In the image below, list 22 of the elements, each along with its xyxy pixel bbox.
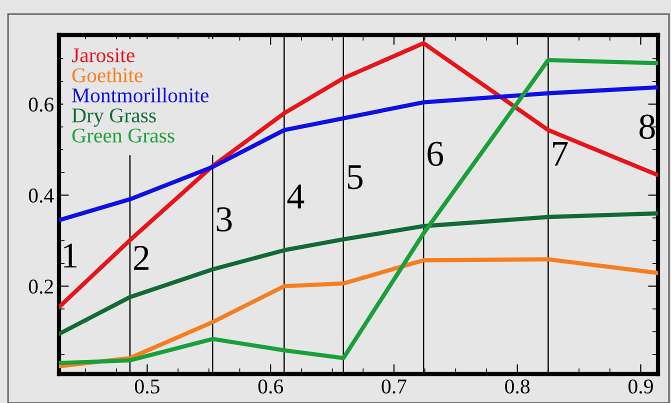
annotation: 2 bbox=[134, 246, 148, 270]
text: Goethite bbox=[72, 68, 143, 82]
annotation: 6 bbox=[428, 142, 444, 166]
annotation: 7 bbox=[553, 142, 568, 166]
text: Montmorillonite bbox=[72, 88, 209, 102]
y-tick-label: 0.6 bbox=[28, 98, 54, 112]
y-tick-label: 0.4 bbox=[28, 188, 54, 203]
annotation: 1 bbox=[64, 244, 77, 268]
annotation: 3 bbox=[216, 207, 232, 232]
x-tick-label: 0.5 bbox=[134, 379, 160, 394]
x-tick-label: 0.6 bbox=[258, 379, 283, 394]
y-tick-label: 0.2 bbox=[28, 280, 53, 294]
annotation: 4 bbox=[287, 184, 304, 208]
x-tick-label: 0.9 bbox=[628, 379, 653, 394]
text: Green Grass bbox=[72, 128, 174, 143]
x-tick-label: 0.7 bbox=[382, 379, 406, 394]
text: Dry Grass bbox=[72, 108, 156, 127]
annotation: 5 bbox=[348, 165, 362, 190]
x-tick-label: 0.8 bbox=[505, 379, 530, 394]
annotation: 8 bbox=[640, 114, 655, 139]
line-series bbox=[59, 41, 658, 310]
text: Jarosite bbox=[72, 48, 134, 62]
